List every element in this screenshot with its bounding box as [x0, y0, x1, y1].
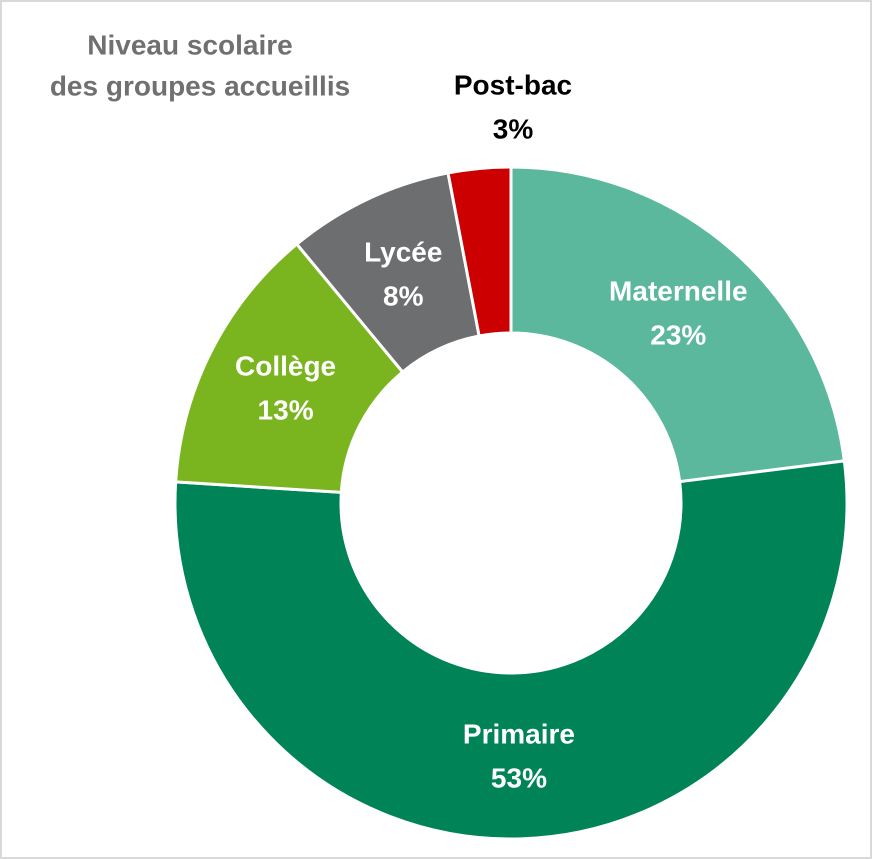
- slice-value-label: 13%: [258, 395, 314, 426]
- slice-label: Primaire: [463, 718, 575, 749]
- donut-slice: [509, 165, 847, 484]
- chart-title: Niveau scolaire: [87, 29, 292, 60]
- slice-value-label: 23%: [650, 320, 706, 351]
- slice-value-label: 53%: [491, 762, 547, 793]
- slice-value-label: 8%: [383, 280, 424, 311]
- slice-value-label: 3%: [493, 113, 534, 144]
- slice-label: Post-bac: [454, 69, 572, 100]
- chart-title: des groupes accueillis: [50, 70, 350, 101]
- donut-slice: [174, 241, 405, 494]
- donut-slice: [446, 165, 513, 338]
- donut-slice: [173, 459, 849, 841]
- slice-label: Collège: [235, 351, 336, 382]
- slice-label: Maternelle: [609, 276, 748, 307]
- slice-label: Lycée: [364, 236, 442, 267]
